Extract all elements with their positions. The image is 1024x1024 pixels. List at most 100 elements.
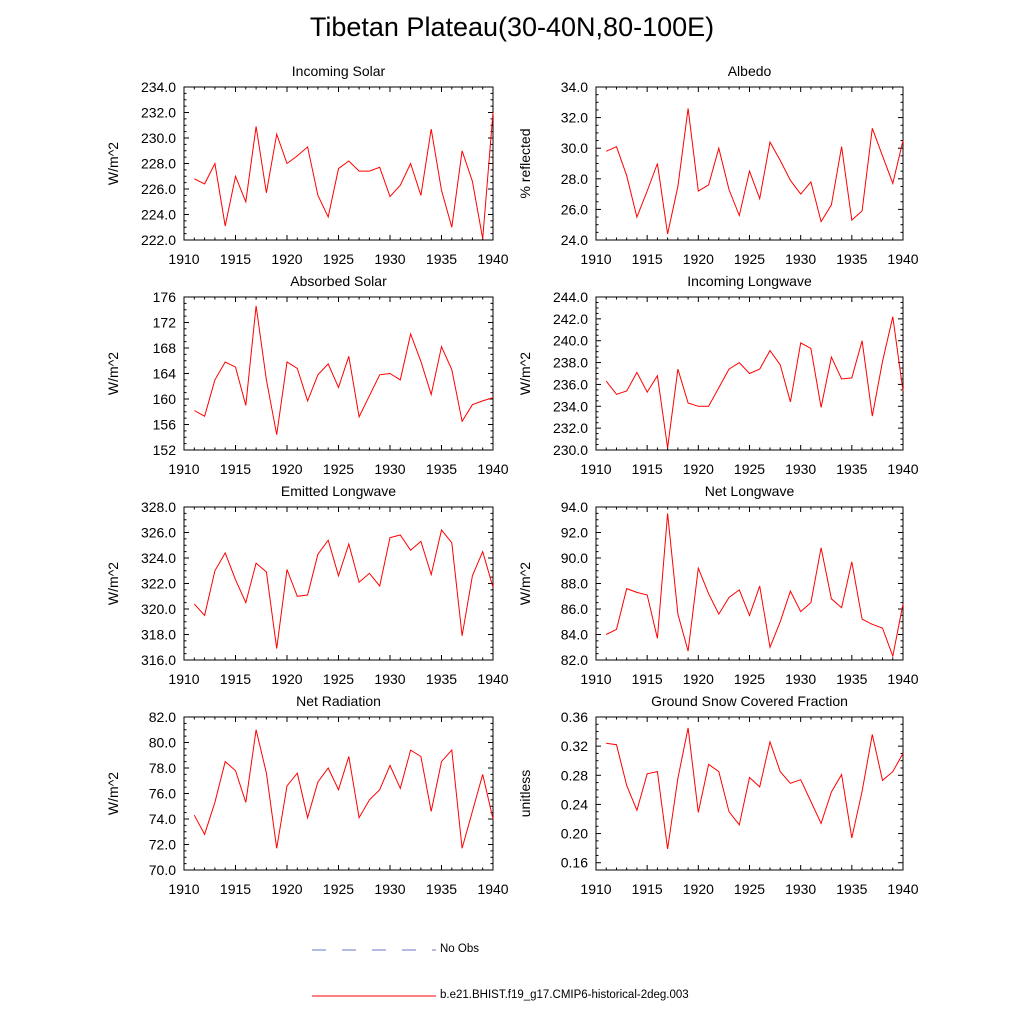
- x-tick-label: 1920: [271, 251, 302, 267]
- y-tick-label: 34.0: [561, 79, 588, 95]
- y-tick-label: 0.28: [561, 767, 588, 783]
- x-tick-label: 1925: [323, 251, 354, 267]
- y-tick-label: 228.0: [141, 156, 176, 172]
- panel-title: Ground Snow Covered Fraction: [651, 693, 848, 709]
- y-tick-label: 82.0: [149, 709, 176, 725]
- panel-title: Incoming Longwave: [687, 273, 812, 289]
- chart-panel-6: 1910 1915 1920 1925 1930 1935 1940 82.0 84.0 86.0…: [517, 483, 919, 687]
- legend-label-no-obs: No Obs: [440, 943, 479, 955]
- y-axis-label: % reflected: [517, 128, 533, 198]
- legend-no-obs-line: [312, 949, 436, 951]
- x-tick-label: 1925: [734, 251, 765, 267]
- y-tick-label: 238.0: [553, 355, 588, 371]
- y-tick-label: 74.0: [149, 811, 176, 827]
- y-tick-label: 92.0: [561, 525, 588, 541]
- x-tick-label: 1910: [580, 881, 611, 897]
- y-tick-label: 322.0: [141, 576, 176, 592]
- x-tick-label: 1930: [374, 671, 405, 687]
- y-tick-label: 0.24: [561, 796, 588, 812]
- y-tick-label: 88.0: [561, 576, 588, 592]
- series-line: [193, 729, 494, 849]
- y-tick-label: 0.20: [561, 826, 588, 842]
- chart-panel-5: 1910 1915 1920 1925 1930 1935 1940 316.0 318.0 32…: [105, 483, 509, 687]
- x-tick-label: 1930: [374, 461, 405, 477]
- x-tick-label: 1920: [683, 671, 714, 687]
- x-tick-label: 1925: [323, 461, 354, 477]
- chart-panel-2: 1910 1915 1920 1925 1930 1935 1940 24.0 26.0 28.0…: [517, 63, 919, 267]
- y-tick-label: 24.0: [561, 232, 588, 248]
- x-tick-label: 1910: [168, 461, 199, 477]
- y-tick-label: 328.0: [141, 499, 176, 515]
- y-tick-label: 94.0: [561, 499, 588, 515]
- x-tick-label: 1920: [271, 461, 302, 477]
- y-axis-label: unitless: [517, 770, 533, 817]
- y-tick-label: 0.16: [561, 855, 588, 871]
- y-tick-label: 32.0: [561, 110, 588, 126]
- x-tick-label: 1910: [580, 251, 611, 267]
- y-tick-label: 234.0: [141, 79, 176, 95]
- x-tick-label: 1925: [323, 671, 354, 687]
- panel-title: Emitted Longwave: [281, 483, 396, 499]
- x-tick-label: 1935: [836, 671, 867, 687]
- x-tick-label: 1930: [785, 881, 816, 897]
- x-tick-label: 1935: [836, 461, 867, 477]
- y-tick-label: 326.0: [141, 525, 176, 541]
- plot-frame: [595, 86, 904, 241]
- series-line: [605, 513, 904, 659]
- y-tick-label: 224.0: [141, 207, 176, 223]
- y-tick-label: 222.0: [141, 232, 176, 248]
- y-tick-label: 168: [153, 340, 177, 356]
- x-tick-label: 1935: [426, 251, 457, 267]
- y-axis-label: W/m^2: [105, 142, 121, 185]
- x-tick-label: 1915: [220, 461, 251, 477]
- y-tick-label: 84.0: [561, 627, 588, 643]
- x-tick-label: 1915: [632, 251, 663, 267]
- x-tick-label: 1940: [477, 671, 508, 687]
- x-tick-label: 1935: [426, 671, 457, 687]
- y-tick-label: 160: [153, 391, 177, 407]
- y-tick-label: 72.0: [149, 837, 176, 853]
- plot-frame: [183, 296, 494, 451]
- y-tick-label: 232.0: [553, 420, 588, 436]
- y-tick-label: 230.0: [553, 442, 588, 458]
- x-tick-label: 1915: [632, 881, 663, 897]
- panel-title: Net Longwave: [705, 483, 795, 499]
- y-tick-label: 156: [153, 417, 177, 433]
- y-tick-label: 78.0: [149, 760, 176, 776]
- y-axis-label: W/m^2: [105, 772, 121, 815]
- y-tick-label: 152: [153, 442, 177, 458]
- panel-title: Absorbed Solar: [290, 273, 387, 289]
- x-tick-label: 1940: [477, 881, 508, 897]
- y-tick-label: 244.0: [553, 289, 588, 305]
- y-tick-label: 320.0: [141, 601, 176, 617]
- y-tick-label: 176: [153, 289, 177, 305]
- y-axis-label: W/m^2: [105, 352, 121, 395]
- x-tick-label: 1915: [220, 251, 251, 267]
- x-tick-label: 1915: [632, 671, 663, 687]
- y-axis-label: W/m^2: [517, 352, 533, 395]
- y-tick-label: 316.0: [141, 652, 176, 668]
- y-tick-label: 80.0: [149, 735, 176, 751]
- y-tick-label: 164: [153, 366, 177, 382]
- legend-label-model: b.e21.BHIST.f19_g17.CMIP6-historical-2de…: [440, 989, 689, 1001]
- x-tick-label: 1930: [374, 881, 405, 897]
- y-tick-label: 90.0: [561, 550, 588, 566]
- y-tick-label: 230.0: [141, 130, 176, 146]
- plot-frame: [183, 506, 494, 661]
- x-tick-label: 1910: [580, 671, 611, 687]
- x-tick-label: 1910: [580, 461, 611, 477]
- y-tick-label: 236.0: [553, 376, 588, 392]
- y-tick-label: 26.0: [561, 201, 588, 217]
- y-tick-label: 324.0: [141, 550, 176, 566]
- y-tick-label: 234.0: [553, 398, 588, 414]
- y-tick-label: 30.0: [561, 140, 588, 156]
- x-tick-label: 1910: [168, 251, 199, 267]
- x-tick-label: 1930: [374, 251, 405, 267]
- y-tick-label: 226.0: [141, 181, 176, 197]
- y-tick-label: 76.0: [149, 786, 176, 802]
- plot-frame: [183, 716, 494, 871]
- y-tick-label: 82.0: [561, 652, 588, 668]
- x-tick-label: 1920: [683, 251, 714, 267]
- y-tick-label: 240.0: [553, 333, 588, 349]
